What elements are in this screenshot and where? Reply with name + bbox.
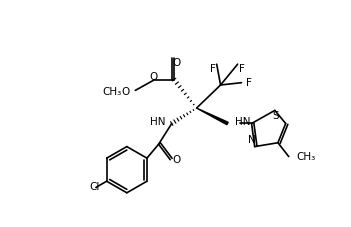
Text: CH₃: CH₃ (102, 87, 121, 97)
Polygon shape (197, 108, 228, 125)
Text: O: O (172, 58, 180, 68)
Text: O: O (121, 87, 129, 97)
Text: F: F (246, 78, 251, 88)
Text: HN: HN (150, 117, 166, 127)
Text: F: F (239, 64, 244, 74)
Text: O: O (172, 155, 180, 165)
Text: S: S (272, 111, 279, 121)
Text: CH₃: CH₃ (297, 152, 316, 162)
Text: N: N (249, 136, 256, 146)
Text: Cl: Cl (89, 183, 100, 192)
Text: HN: HN (235, 117, 251, 127)
Text: F: F (210, 64, 216, 74)
Text: O: O (150, 72, 158, 81)
